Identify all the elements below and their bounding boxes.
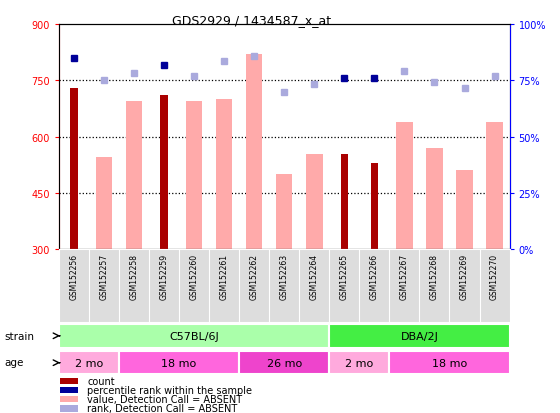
- Text: 18 mo: 18 mo: [432, 358, 467, 368]
- Text: GSM152258: GSM152258: [129, 254, 138, 299]
- Text: count: count: [87, 376, 115, 386]
- Bar: [96, 158, 112, 250]
- Text: GSM152263: GSM152263: [279, 254, 289, 299]
- Text: GSM152257: GSM152257: [99, 254, 109, 299]
- Bar: [239, 351, 329, 375]
- Bar: [246, 55, 263, 250]
- Text: GSM152259: GSM152259: [160, 254, 169, 299]
- Text: 26 mo: 26 mo: [267, 358, 302, 368]
- Text: 2 mo: 2 mo: [345, 358, 374, 368]
- Text: DBA/2J: DBA/2J: [400, 331, 438, 341]
- Text: GSM152262: GSM152262: [250, 254, 259, 299]
- Bar: [329, 324, 510, 348]
- Bar: [456, 171, 473, 250]
- Text: value, Detection Call = ABSENT: value, Detection Call = ABSENT: [87, 394, 242, 404]
- Text: GSM152270: GSM152270: [490, 254, 499, 299]
- Bar: [125, 102, 142, 250]
- Text: GDS2929 / 1434587_x_at: GDS2929 / 1434587_x_at: [172, 14, 332, 27]
- Text: GSM152265: GSM152265: [340, 254, 349, 299]
- Text: GSM152260: GSM152260: [189, 254, 199, 299]
- Bar: [119, 351, 239, 375]
- Bar: [371, 164, 378, 250]
- Bar: [160, 96, 168, 250]
- Text: GSM152268: GSM152268: [430, 254, 439, 299]
- Bar: [60, 378, 77, 384]
- Bar: [396, 122, 413, 250]
- Text: GSM152269: GSM152269: [460, 254, 469, 299]
- Text: strain: strain: [4, 331, 35, 341]
- Text: GSM152264: GSM152264: [310, 254, 319, 299]
- Text: rank, Detection Call = ABSENT: rank, Detection Call = ABSENT: [87, 403, 237, 413]
- Bar: [276, 175, 292, 250]
- Bar: [70, 88, 78, 250]
- Bar: [59, 324, 329, 348]
- Bar: [340, 154, 348, 250]
- Bar: [486, 122, 503, 250]
- Text: GSM152261: GSM152261: [220, 254, 228, 299]
- Bar: [329, 351, 389, 375]
- Bar: [426, 149, 443, 250]
- Text: GSM152256: GSM152256: [69, 254, 78, 299]
- Text: age: age: [4, 358, 24, 368]
- Bar: [186, 102, 202, 250]
- Bar: [389, 351, 510, 375]
- Text: 2 mo: 2 mo: [74, 358, 103, 368]
- Text: GSM152266: GSM152266: [370, 254, 379, 299]
- Bar: [306, 154, 323, 250]
- Bar: [60, 387, 77, 393]
- Text: GSM152267: GSM152267: [400, 254, 409, 299]
- Bar: [216, 100, 232, 250]
- Bar: [60, 405, 77, 411]
- Text: C57BL/6J: C57BL/6J: [169, 331, 219, 341]
- Text: percentile rank within the sample: percentile rank within the sample: [87, 385, 253, 395]
- Bar: [60, 396, 77, 402]
- Bar: [59, 351, 119, 375]
- Text: 18 mo: 18 mo: [161, 358, 197, 368]
